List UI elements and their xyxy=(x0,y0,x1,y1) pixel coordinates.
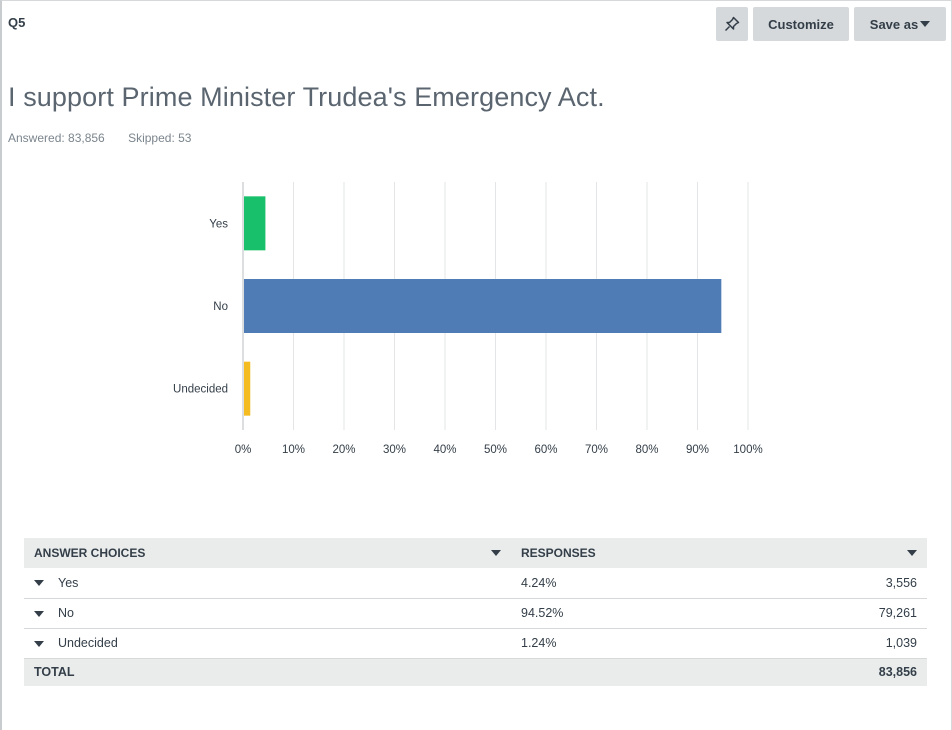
response-count: 3,556 xyxy=(726,568,927,599)
save-as-button[interactable]: Save as xyxy=(854,7,946,41)
response-count: 79,261 xyxy=(726,598,927,629)
responses-table: ANSWER CHOICES RESPONSES Yes 4.24% 3,556… xyxy=(24,538,927,686)
bar-chart: Yes No Undecided 0% 10% 20% 30% 40% 50% 60% 70% 80… xyxy=(173,182,763,456)
table-row: Undecided 1.24% 1,039 xyxy=(24,628,927,659)
response-percent: 94.52% xyxy=(511,598,727,629)
answer-choice-label: Yes xyxy=(58,575,79,590)
pin-icon xyxy=(724,16,740,32)
answer-choice-cell: Yes xyxy=(24,568,511,599)
x-tick-label: 80% xyxy=(635,444,658,456)
response-percent: 4.24% xyxy=(511,568,727,599)
x-tick-label: 10% xyxy=(282,444,305,456)
chart-x-ticks: 0% 10% 20% 30% 40% 50% 60% 70% 80% 90% 100% xyxy=(235,444,763,456)
table-header-row: ANSWER CHOICES RESPONSES xyxy=(24,538,927,568)
x-tick-label: 0% xyxy=(235,444,252,456)
table-row: Yes 4.24% 3,556 xyxy=(24,568,927,599)
save-as-label: Save as xyxy=(869,16,919,32)
chart-category-labels: Yes No Undecided xyxy=(173,218,228,395)
responses-header[interactable]: RESPONSES xyxy=(511,538,927,568)
sort-caret-icon[interactable] xyxy=(907,550,917,556)
response-percent: 1.24% xyxy=(511,628,727,659)
expand-caret-icon[interactable] xyxy=(34,640,44,647)
answer-choices-header-label: ANSWER CHOICES xyxy=(34,546,146,560)
sort-caret-icon[interactable] xyxy=(491,550,501,556)
answered-count: Answered: 83,856 xyxy=(8,131,105,145)
x-tick-label: 90% xyxy=(686,444,709,456)
category-label: Yes xyxy=(209,218,228,230)
skipped-count: Skipped: 53 xyxy=(128,131,192,145)
x-tick-label: 70% xyxy=(585,444,608,456)
total-percent xyxy=(511,658,726,686)
customize-button[interactable]: Customize xyxy=(753,7,849,41)
table-row: No 94.52% 79,261 xyxy=(24,598,927,629)
bar-yes[interactable] xyxy=(244,196,266,251)
answer-choice-cell: No xyxy=(24,598,511,629)
response-stats: Answered: 83,856 Skipped: 53 xyxy=(8,131,191,145)
question-title: I support Prime Minister Trudea's Emerge… xyxy=(8,82,605,112)
x-tick-label: 20% xyxy=(332,444,355,456)
expand-caret-icon[interactable] xyxy=(34,610,44,617)
total-count: 83,856 xyxy=(878,665,917,680)
answer-choice-cell: Undecided xyxy=(24,628,511,659)
response-count: 1,039 xyxy=(726,628,927,659)
x-tick-label: 100% xyxy=(733,444,762,456)
answer-choices-header[interactable]: ANSWER CHOICES xyxy=(24,538,511,568)
x-tick-label: 60% xyxy=(534,444,557,456)
expand-caret-icon[interactable] xyxy=(34,580,44,587)
question-number: Q5 xyxy=(8,15,26,30)
bar-undecided[interactable] xyxy=(244,361,251,416)
x-tick-label: 30% xyxy=(383,444,406,456)
responses-header-label: RESPONSES xyxy=(521,546,596,560)
total-row: TOTAL 83,856 xyxy=(24,658,927,686)
bar-no[interactable] xyxy=(244,279,722,333)
category-label: Undecided xyxy=(173,384,228,396)
x-tick-label: 40% xyxy=(433,444,456,456)
answer-choice-label: Undecided xyxy=(58,636,118,650)
category-label: No xyxy=(213,301,228,313)
total-label: TOTAL xyxy=(34,665,75,680)
x-tick-label: 50% xyxy=(484,444,507,456)
chevron-down-icon xyxy=(920,21,931,27)
answer-choice-label: No xyxy=(58,606,74,620)
pin-button[interactable] xyxy=(716,7,748,41)
chart-bars xyxy=(244,196,722,416)
